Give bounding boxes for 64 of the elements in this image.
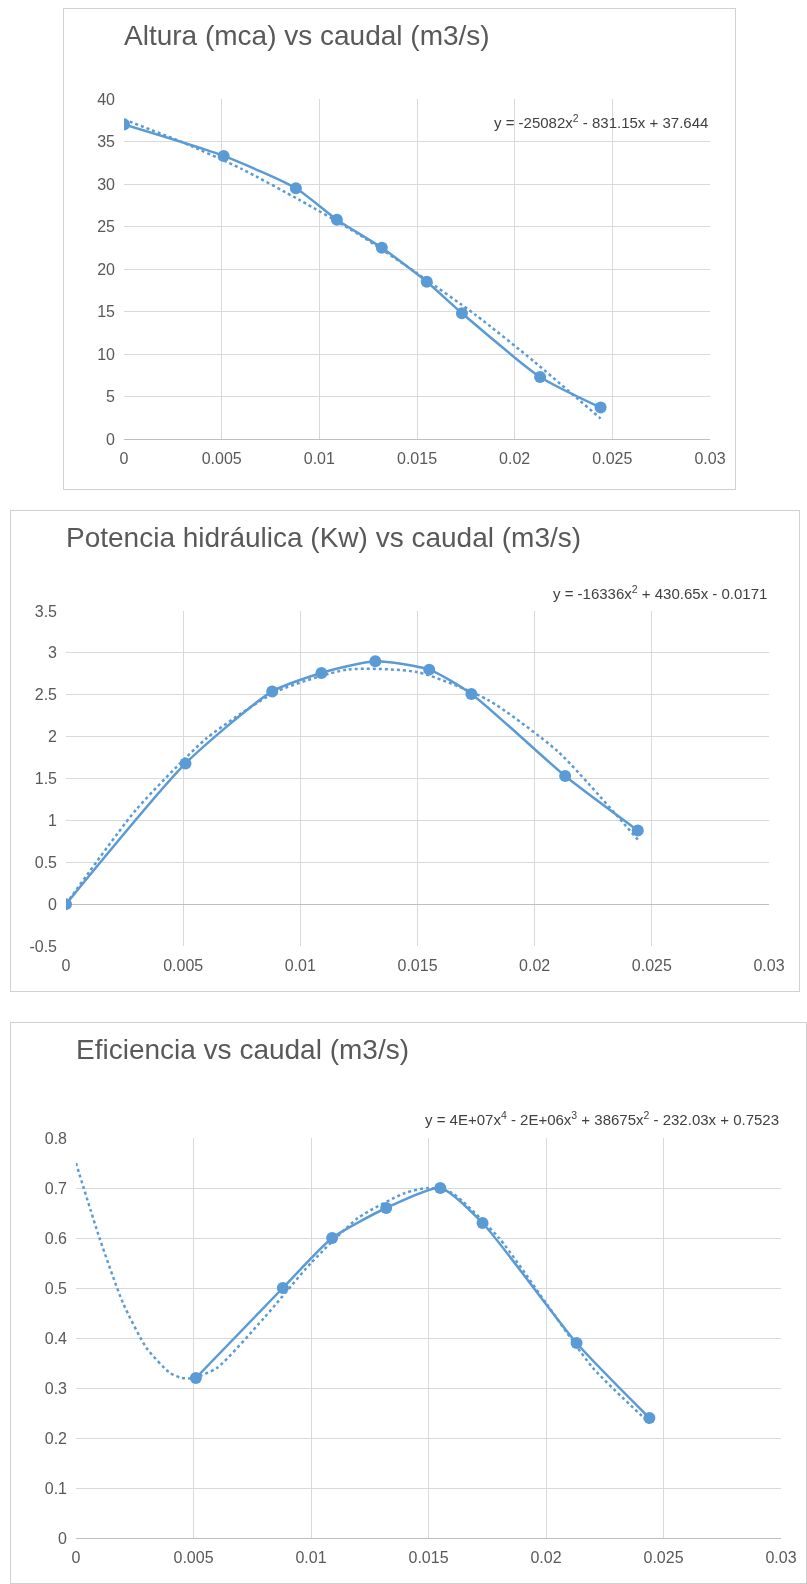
x-tick-label: 0.02	[530, 1549, 562, 1566]
y-tick-label: 5	[106, 388, 116, 406]
y-tick-label: 3.5	[34, 602, 58, 620]
y-tick-label: 0.5	[34, 853, 58, 871]
y-tick-label: 1	[48, 811, 58, 829]
y-tick-label: 0.2	[44, 1429, 68, 1447]
y-tick-label: 2	[48, 728, 58, 746]
x-tick-label: 0.025	[631, 957, 672, 974]
y-tick-label: 10	[97, 345, 116, 363]
point	[326, 1232, 339, 1244]
y-tick-label: 15	[97, 303, 116, 321]
x-tick-label: 0.015	[408, 1549, 449, 1566]
point	[289, 182, 302, 195]
x-tick-label: 0	[119, 450, 129, 467]
y-tick-label: 0	[106, 430, 116, 448]
x-tick-label: 0.025	[592, 450, 633, 467]
y-tick-label: 40	[97, 90, 116, 108]
x-tick-label: 0.03	[694, 450, 726, 467]
x-tick-label: 0.02	[499, 450, 531, 467]
y-tick-label: 0.5	[44, 1279, 68, 1297]
chart-title: Eficiencia vs caudal (m3/s)	[76, 1033, 410, 1065]
y-tick-label: 25	[97, 218, 116, 236]
point	[369, 655, 382, 668]
point	[423, 663, 436, 676]
point	[594, 401, 607, 414]
y-tick-label: 0.6	[44, 1229, 68, 1247]
y-tick-label: 2.5	[34, 686, 58, 704]
point	[276, 1282, 289, 1294]
y-tick-label: 0.7	[44, 1179, 68, 1197]
y-tick-label: -0.5	[29, 937, 58, 955]
x-tick-label: 0.015	[397, 957, 438, 974]
x-tick-label: 0.005	[201, 450, 242, 467]
x-tick-label: 0.03	[765, 1549, 797, 1566]
x-tick-label: 0.03	[753, 957, 785, 974]
y-tick-label: 3	[48, 644, 58, 662]
y-tick-label: 0	[58, 1529, 68, 1547]
x-tick-label: 0.01	[295, 1549, 327, 1566]
point	[534, 370, 547, 383]
annotation: y = -25082x$^{2}$ - 831.15x + 37.644	[494, 112, 709, 132]
y-tick-label: 0.3	[44, 1379, 68, 1397]
x-tick-label: 0.005	[173, 1549, 214, 1566]
point	[380, 1202, 393, 1214]
x-tick-label: 0.005	[163, 957, 204, 974]
chart-title: Potencia hidráulica (Kw) vs caudal (m3/s)	[66, 521, 582, 553]
y-tick-label: 0.8	[44, 1129, 68, 1147]
y-tick-label: 0.1	[44, 1479, 68, 1497]
text: y = 4E+07x$^{4}$ - 2E+06x$^{3}$ + 38675x$^{2}$ - 232.03x + 0.7523	[425, 1109, 780, 1129]
text: y = -16336x$^{2}$ + 430.65x - 0.0171	[553, 583, 768, 603]
x-tick-label: 0.01	[303, 450, 335, 467]
point	[455, 307, 468, 320]
y-tick-label: 1.5	[34, 770, 58, 788]
y-tick-label: 0.4	[44, 1329, 68, 1347]
y-tick-label: 35	[97, 133, 116, 151]
x-tick-label: 0	[71, 1549, 81, 1566]
chart-title: Altura (mca) vs caudal (m3/s)	[124, 19, 490, 51]
x-tick-label: 0.02	[519, 957, 551, 974]
y-tick-label: 30	[97, 175, 116, 193]
point	[559, 769, 572, 782]
y-tick-label: 20	[97, 260, 116, 278]
x-tick-label: 0.015	[396, 450, 438, 467]
x-tick-label: 0.025	[643, 1549, 684, 1566]
y-tick-label: 0	[48, 895, 58, 913]
point	[631, 824, 644, 837]
x-tick-label: 0.01	[284, 957, 316, 974]
